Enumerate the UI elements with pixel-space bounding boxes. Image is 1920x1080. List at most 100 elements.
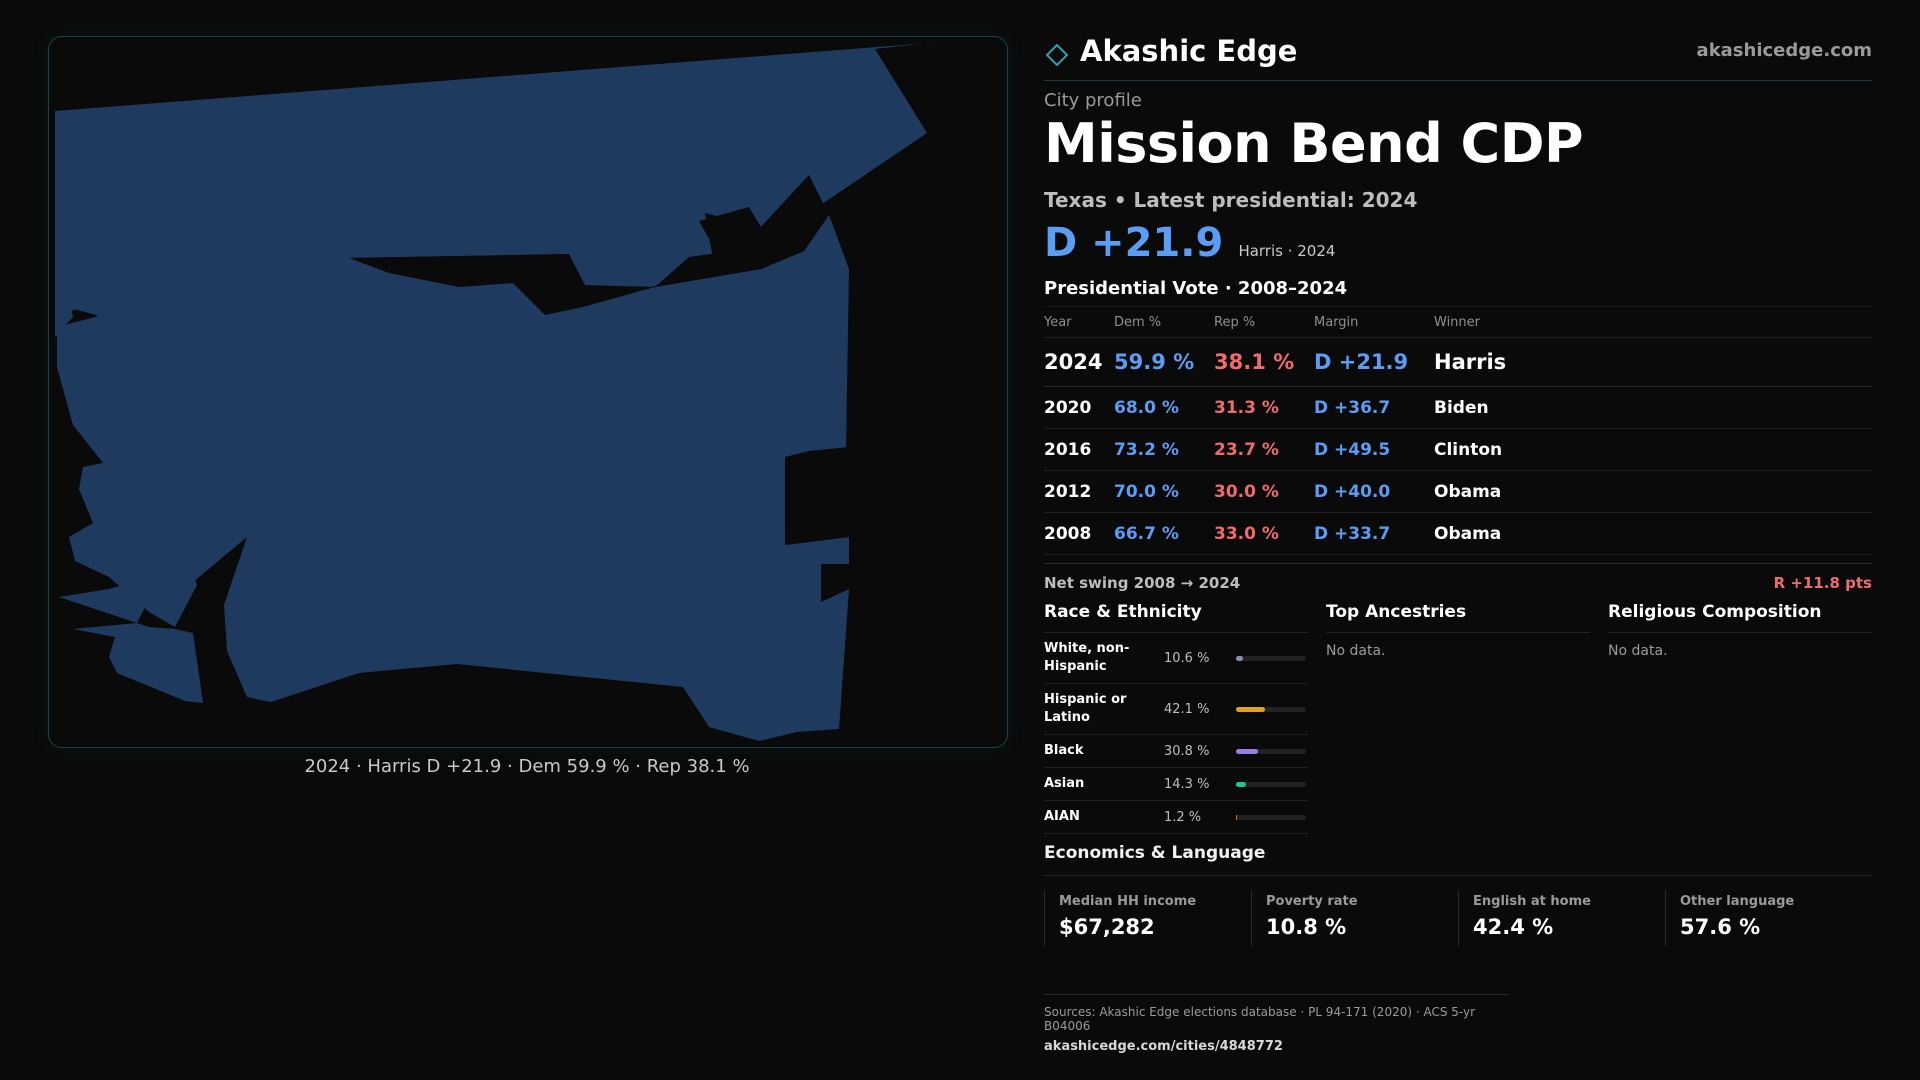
- econ-value: 42.4 %: [1473, 915, 1554, 939]
- econ-label: Other language: [1680, 894, 1795, 909]
- row-margin: D +36.7: [1314, 397, 1391, 418]
- race-ethnicity-title: Race & Ethnicity: [1044, 602, 1308, 633]
- race-pct: 42.1 %: [1164, 701, 1210, 717]
- city-main-shape: [57, 217, 175, 327]
- city-boundary-map: [55, 41, 945, 741]
- econ-label: English at home: [1473, 894, 1591, 909]
- ancestries-empty: No data.: [1326, 643, 1386, 659]
- page-kicker: City profile: [1044, 90, 1142, 111]
- race-row: Asian 14.3 %: [1044, 768, 1308, 801]
- sources-line: Sources: Akashic Edge elections database…: [1044, 1005, 1476, 1033]
- race-ethnicity-section: Race & Ethnicity White, non-Hispanic 10.…: [1044, 602, 1308, 834]
- race-bar-fill: [1236, 655, 1244, 661]
- race-row: Black 30.8 %: [1044, 735, 1308, 768]
- ancestries-title: Top Ancestries: [1326, 602, 1590, 633]
- headline-margin: D +21.9: [1044, 220, 1224, 266]
- row-year: 2020: [1044, 397, 1092, 418]
- page-subtitle: Texas • Latest presidential: 2024: [1044, 188, 1418, 212]
- row-year: 2012: [1044, 481, 1092, 502]
- vote-table-title: Presidential Vote · 2008–2024: [1044, 278, 1348, 299]
- race-bar-fill: [1236, 748, 1258, 754]
- row-dem: 66.7 %: [1114, 523, 1179, 544]
- profile-panel: Akashic Edge akashicedge.com City profil…: [1044, 0, 1872, 1080]
- row-year: 2016: [1044, 439, 1092, 460]
- table-row: 2020 68.0 % 31.3 % D +36.7 Biden: [1044, 387, 1872, 429]
- race-label: Hispanic or Latino: [1044, 692, 1127, 725]
- row-rep: 38.1 %: [1214, 350, 1295, 374]
- race-bar: [1236, 706, 1306, 712]
- race-bar: [1236, 748, 1306, 754]
- headline-note: Harris · 2024: [1238, 242, 1336, 260]
- row-margin: D +21.9: [1314, 350, 1409, 374]
- row-winner: Obama: [1434, 523, 1502, 544]
- map-caption: 2024 · Harris D +21.9 · Dem 59.9 % · Rep…: [304, 756, 750, 777]
- race-row: AIAN 1.2 %: [1044, 801, 1308, 834]
- row-dem: 73.2 %: [1114, 439, 1179, 460]
- row-year: 2008: [1044, 523, 1092, 544]
- source-link[interactable]: akashicedge.com/cities/4848772: [1044, 1039, 1283, 1054]
- race-label: Asian: [1044, 776, 1085, 791]
- row-rep: 23.7 %: [1214, 439, 1279, 460]
- city-map[interactable]: [48, 36, 1008, 748]
- header-rep: Rep %: [1214, 314, 1256, 330]
- net-swing: Net swing 2008 → 2024 R +11.8 pts: [1044, 563, 1872, 592]
- page-title: Mission Bend CDP: [1044, 112, 1584, 175]
- econ-value: 57.6 %: [1680, 915, 1761, 939]
- city-west-lobe: [69, 461, 197, 627]
- header-winner: Winner: [1434, 314, 1481, 330]
- vote-table: Year Dem % Rep % Margin Winner 2024 59.9…: [1044, 306, 1872, 555]
- race-bar: [1236, 814, 1306, 820]
- race-pct: 30.8 %: [1164, 743, 1210, 759]
- row-rep: 31.3 %: [1214, 397, 1279, 418]
- brand-url-link[interactable]: akashicedge.com: [1696, 40, 1872, 61]
- race-pct: 10.6 %: [1164, 650, 1210, 666]
- race-label: AIAN: [1044, 809, 1080, 824]
- header-year: Year: [1044, 314, 1072, 330]
- row-margin: D +49.5: [1314, 439, 1391, 460]
- brand-name: Akashic Edge: [1080, 34, 1298, 68]
- race-pct: 14.3 %: [1164, 776, 1210, 792]
- diamond-logo-icon: [1046, 44, 1068, 66]
- table-row: 2024 59.9 % 38.1 % D +21.9 Harris: [1044, 338, 1872, 387]
- religion-title: Religious Composition: [1608, 602, 1872, 633]
- table-row: 2008 66.7 % 33.0 % D +33.7 Obama: [1044, 513, 1872, 555]
- econ-cell-poverty: Poverty rate 10.8 %: [1251, 890, 1458, 946]
- race-bar: [1236, 655, 1306, 661]
- header-margin: Margin: [1314, 314, 1359, 330]
- econ-value: 10.8 %: [1266, 915, 1347, 939]
- table-row: 2016 73.2 % 23.7 % D +49.5 Clinton: [1044, 429, 1872, 471]
- brand-header: Akashic Edge akashicedge.com: [1044, 28, 1872, 81]
- race-pct: 1.2 %: [1164, 809, 1202, 825]
- race-label: Black: [1044, 743, 1084, 758]
- sources-footer: Sources: Akashic Edge elections database…: [1044, 994, 1509, 1054]
- row-rep: 33.0 %: [1214, 523, 1279, 544]
- ancestries-section: Top Ancestries No data.: [1326, 602, 1590, 659]
- city-east-gap: [785, 447, 849, 602]
- religion-empty: No data.: [1608, 643, 1668, 659]
- race-row: Hispanic or Latino 42.1 %: [1044, 684, 1308, 735]
- row-winner: Obama: [1434, 481, 1502, 502]
- headline-result: D +21.9 Harris · 2024: [1044, 220, 1335, 268]
- city-body-shape: [57, 215, 849, 741]
- row-winner: Harris: [1434, 350, 1507, 374]
- religion-section: Religious Composition No data.: [1608, 602, 1872, 659]
- net-swing-value: R +11.8 pts: [1773, 574, 1872, 592]
- net-swing-label: Net swing 2008 → 2024: [1044, 574, 1241, 592]
- race-bar-fill: [1236, 814, 1237, 820]
- row-year: 2024: [1044, 350, 1103, 374]
- race-label: White, non-Hispanic: [1044, 641, 1130, 674]
- race-bar: [1236, 781, 1306, 787]
- race-row: White, non-Hispanic 10.6 %: [1044, 633, 1308, 684]
- economics-title: Economics & Language: [1044, 843, 1872, 876]
- econ-cell-other-language: Other language 57.6 %: [1665, 890, 1872, 946]
- row-margin: D +33.7: [1314, 523, 1391, 544]
- row-winner: Clinton: [1434, 439, 1503, 460]
- race-bar-fill: [1236, 706, 1266, 712]
- row-dem: 70.0 %: [1114, 481, 1179, 502]
- row-rep: 30.0 %: [1214, 481, 1279, 502]
- row-margin: D +40.0: [1314, 481, 1391, 502]
- table-row: 2012 70.0 % 30.0 % D +40.0 Obama: [1044, 471, 1872, 513]
- header-dem: Dem %: [1114, 314, 1162, 330]
- race-bar-fill: [1236, 781, 1246, 787]
- econ-cell-income: Median HH income $67,282: [1044, 890, 1251, 946]
